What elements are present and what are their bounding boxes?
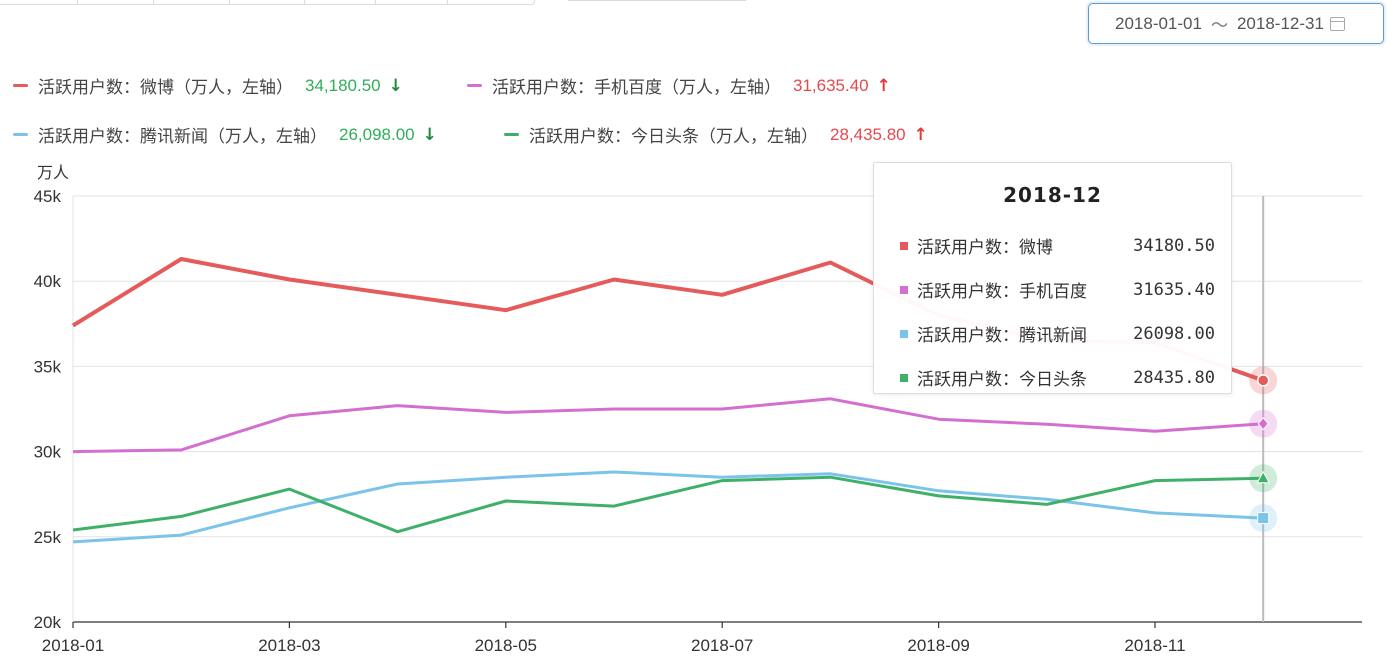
x-axis: 2018-01 2018-03 2018-05 2018-07 2018-09 2018-…: [42, 196, 1362, 655]
date-end[interactable]: 2018-12-31: [1236, 13, 1324, 33]
y-tick-label: 20k: [34, 613, 62, 632]
y-tick-label: 25k: [34, 528, 62, 547]
y-tick-label: 45k: [34, 187, 62, 206]
legend-label: 活跃用户数：手机百度（万人，左轴）: [492, 78, 781, 98]
arrow-down-icon: ↓: [422, 124, 437, 145]
legend-label: 活跃用户数：今日头条（万人，左轴）: [529, 127, 818, 147]
data-point-marker[interactable]: [1257, 416, 1269, 431]
arrow-up-icon: ↑: [913, 124, 928, 145]
tooltip-series-value: 28435.80: [1133, 367, 1215, 388]
arrow-down-icon: ↓: [388, 75, 403, 96]
y-axis-unit: 万人: [37, 163, 69, 182]
legend-value: 26,098.00: [339, 124, 415, 144]
tooltip-series-value: 31635.40: [1133, 279, 1215, 300]
legend-swatch: [467, 84, 482, 87]
chart-tooltip: 2018-12 活跃用户数：微博 34180.50 活跃用户数：手机百度 316…: [873, 162, 1232, 394]
legend-value: 34,180.50: [305, 75, 381, 95]
tooltip-swatch: [900, 373, 908, 382]
tooltip-title: 2018-12: [1003, 183, 1102, 207]
legend-item-weibo[interactable]: 活跃用户数：微博（万人，左轴） 34,180.50 ↓: [13, 73, 403, 98]
tooltip-swatch: [900, 285, 908, 294]
date-separator: ～: [1210, 16, 1228, 35]
y-tick-label: 35k: [34, 357, 62, 376]
x-tick-label: 2018-11: [1124, 636, 1185, 655]
series-line[interactable]: [72, 470, 1264, 544]
tooltip-swatch: [900, 329, 908, 338]
tooltip-series-name: 活跃用户数：手机百度: [917, 282, 1087, 302]
data-point-marker[interactable]: [1256, 374, 1270, 387]
tooltip-row: 活跃用户数：微博 34180.50: [900, 233, 1215, 258]
tooltip-series-name: 活跃用户数：今日头条: [917, 370, 1087, 390]
legend-item-tencent-news[interactable]: 活跃用户数：腾讯新闻（万人，左轴） 26,098.00 ↓: [13, 122, 437, 147]
tooltip-row: 活跃用户数：手机百度 31635.40: [900, 277, 1215, 302]
x-tick-label: 2018-01: [42, 636, 104, 655]
legend-value: 31,635.40: [793, 75, 869, 95]
tooltip-series-value: 34180.50: [1133, 235, 1215, 256]
legend-swatch: [504, 133, 519, 136]
legend-label: 活跃用户数：微博（万人，左轴）: [38, 78, 293, 98]
legend-swatch: [13, 133, 28, 136]
x-tick-label: 2018-07: [691, 636, 753, 655]
tooltip-series-value: 26098.00: [1133, 323, 1215, 344]
toolbar-edge: [568, 0, 746, 1]
data-point-marker[interactable]: [1256, 470, 1271, 484]
legend-item-baidu[interactable]: 活跃用户数：手机百度（万人，左轴） 31,635.40 ↑: [467, 73, 891, 98]
toolbar-tabs-edge: [0, 0, 535, 5]
legend-swatch: [13, 84, 28, 87]
y-tick-label: 30k: [34, 443, 62, 462]
x-tick-label: 2018-09: [907, 636, 969, 655]
hover-markers[interactable]: [1249, 366, 1278, 533]
tooltip-row: 活跃用户数：今日头条 28435.80: [900, 365, 1215, 390]
x-tick-label: 2018-05: [475, 636, 537, 655]
tooltip-row: 活跃用户数：腾讯新闻 26098.00: [900, 321, 1215, 346]
tooltip-series-name: 活跃用户数：腾讯新闻: [917, 326, 1087, 346]
y-axis-ticks: 20k 25k 30k 35k 40k 45k: [34, 187, 62, 632]
data-point-marker[interactable]: [1257, 512, 1270, 525]
tooltip-swatch: [900, 241, 908, 250]
arrow-up-icon: ↑: [876, 75, 891, 96]
series-line[interactable]: [72, 475, 1264, 534]
calendar-icon[interactable]: [1329, 16, 1345, 31]
date-start[interactable]: 2018-01-01: [1115, 13, 1202, 33]
legend-label: 活跃用户数：腾讯新闻（万人，左轴）: [38, 127, 327, 147]
x-tick-label: 2018-03: [258, 636, 320, 655]
tooltip-series-name: 活跃用户数：微博: [917, 238, 1053, 258]
date-range-picker[interactable]: 2018-01-01 ～ 2018-12-31: [1088, 3, 1384, 44]
legend-item-toutiao[interactable]: 活跃用户数：今日头条（万人，左轴） 28,435.80 ↑: [504, 122, 928, 147]
y-tick-label: 40k: [34, 272, 62, 291]
legend-value: 28,435.80: [830, 124, 906, 144]
series-line[interactable]: [72, 397, 1264, 454]
